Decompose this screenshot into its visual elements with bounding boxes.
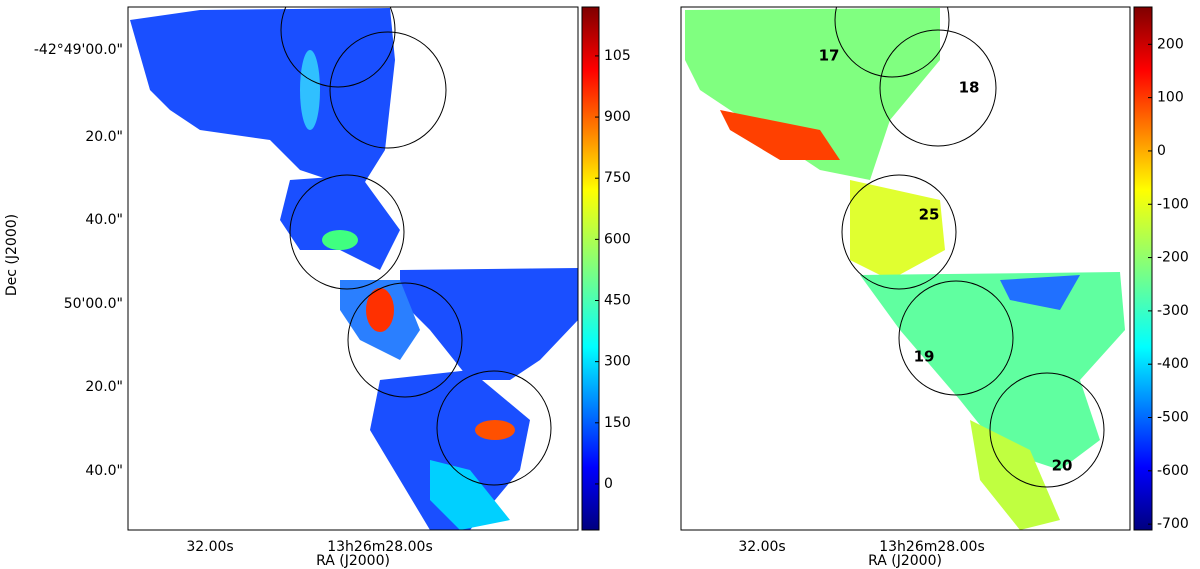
- right-map: [681, 7, 1130, 530]
- x-axis-label: RA (J2000): [868, 553, 942, 569]
- right-frame: [680, 6, 1131, 531]
- colorbar-tick-label: 200: [1157, 36, 1184, 52]
- region-label: 19: [914, 348, 935, 366]
- x-tick-label: 32.00s: [186, 539, 233, 555]
- region-label: 17: [819, 47, 840, 65]
- colorbar-tick-label: 0: [1157, 143, 1166, 159]
- left-colorbar: [581, 6, 600, 531]
- colorbar-tick-label: 750: [604, 170, 631, 186]
- x-axis-label: RA (J2000): [316, 553, 390, 569]
- colorbar-tick-label: -200: [1157, 250, 1189, 266]
- colorbar-tick-label: -100: [1157, 196, 1189, 212]
- colorbar-tick-label: -300: [1157, 303, 1189, 319]
- y-tick-label: 40.0": [85, 212, 123, 228]
- y-tick-label: 40.0": [85, 463, 123, 479]
- colorbar-tick-label: 300: [604, 354, 631, 370]
- y-tick-label: 20.0": [85, 379, 123, 395]
- y-axis-label: Dec (J2000): [4, 214, 20, 296]
- right-colorbar: [1133, 6, 1153, 531]
- region-label: 20: [1052, 457, 1073, 475]
- colorbar-tick-label: -400: [1157, 356, 1189, 372]
- colorbar-tick-label: 900: [604, 109, 631, 125]
- y-tick-label: 50'00.0": [64, 296, 123, 312]
- y-tick-label: 20.0": [85, 129, 123, 145]
- colorbar-tick-label: -600: [1157, 463, 1189, 479]
- region-label: 18: [959, 79, 980, 97]
- colorbar-tick-label: 450: [604, 292, 631, 308]
- colorbar-tick-label: 100: [1157, 90, 1184, 106]
- colorbar-tick-label: 0: [604, 476, 613, 492]
- x-tick-label: 13h26m28.00s: [327, 539, 433, 555]
- left-frame: [127, 6, 579, 531]
- colorbar-tick-label: -700: [1157, 516, 1189, 532]
- left-map: [128, 7, 578, 530]
- x-tick-label: 13h26m28.00s: [879, 539, 985, 555]
- y-tick-label: -42°49'00.0": [34, 42, 123, 58]
- colorbar-tick-label: 105: [604, 48, 631, 64]
- region-label: 25: [919, 206, 940, 224]
- colorbar-tick-label: 150: [604, 415, 631, 431]
- colorbar-tick-label: -500: [1157, 410, 1189, 426]
- colorbar-tick-label: 600: [604, 231, 631, 247]
- x-tick-label: 32.00s: [738, 539, 785, 555]
